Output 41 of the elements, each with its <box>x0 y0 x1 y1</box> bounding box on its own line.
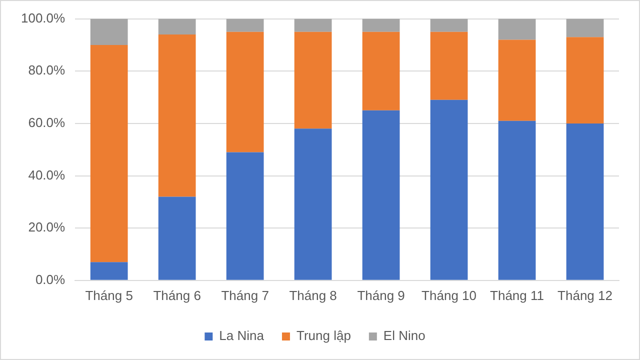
bar <box>362 110 400 280</box>
legend-label: El Nino <box>383 328 426 344</box>
bar <box>294 128 332 280</box>
y-tick-label: 80.0% <box>28 62 66 78</box>
y-tick-label: 40.0% <box>28 167 66 182</box>
y-tick-label: 0.0% <box>35 272 66 287</box>
bar <box>226 18 264 32</box>
bar <box>430 100 468 280</box>
y-tick-label: 100.0% <box>20 10 66 26</box>
x-tick-label: Tháng 11 <box>490 288 544 303</box>
x-tick-label: Tháng 10 <box>422 288 476 303</box>
y-tick-label: 60.0% <box>28 115 66 130</box>
bar <box>362 18 400 32</box>
bar <box>566 37 604 124</box>
bar <box>90 18 128 45</box>
bar <box>294 18 332 32</box>
bar <box>158 196 196 280</box>
bar <box>430 18 468 32</box>
bar <box>430 32 468 100</box>
bar <box>498 40 536 121</box>
bar <box>158 34 196 197</box>
bar <box>226 152 264 280</box>
legend-label: Trung lập <box>296 328 351 344</box>
bar <box>294 32 332 129</box>
bar <box>158 18 196 34</box>
x-tick-label: Tháng 5 <box>85 288 133 303</box>
bar <box>498 18 536 40</box>
x-tick-label: Tháng 12 <box>558 288 612 303</box>
legend-label: La Nina <box>219 328 265 344</box>
x-tick-label: Tháng 6 <box>153 288 201 303</box>
y-tick-label: 20.0% <box>28 220 66 235</box>
x-tick-label: Tháng 9 <box>357 288 405 303</box>
x-tick-label: Tháng 8 <box>289 288 337 303</box>
bar <box>362 32 400 110</box>
bar <box>566 123 604 280</box>
bar <box>90 44 128 262</box>
bar <box>226 32 264 152</box>
bar <box>90 262 128 280</box>
x-tick-label: Tháng 7 <box>221 288 269 303</box>
bar <box>498 120 536 280</box>
bar <box>566 18 604 38</box>
